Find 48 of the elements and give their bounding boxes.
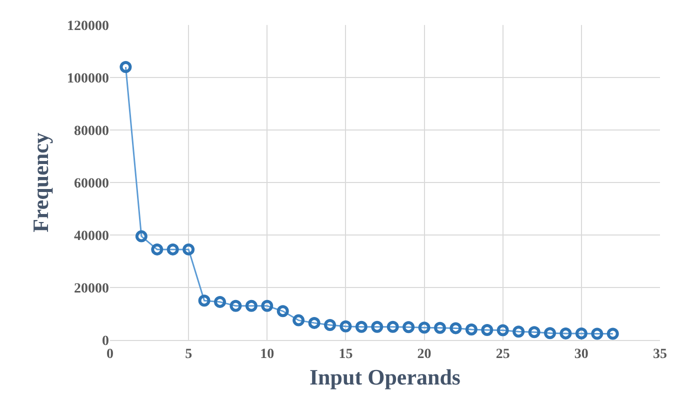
x-tick-label: 20 — [417, 346, 432, 362]
point — [182, 243, 195, 256]
point — [292, 314, 305, 326]
point — [560, 327, 572, 340]
point — [575, 327, 588, 340]
point — [434, 322, 446, 334]
point — [465, 324, 478, 336]
y-tick-label: 100000 — [67, 71, 109, 86]
point — [198, 294, 210, 307]
point — [496, 324, 509, 336]
point — [308, 316, 320, 329]
point — [386, 320, 399, 333]
point — [418, 322, 430, 334]
x-tick-label: 15 — [338, 346, 353, 362]
x-tick-label: 25 — [496, 346, 510, 362]
y-tick-label: 80000 — [74, 124, 109, 139]
y-tick-label: 60000 — [74, 176, 109, 192]
point — [214, 296, 226, 308]
point — [450, 322, 462, 334]
y-tick-label: 0 — [102, 334, 109, 349]
point — [512, 326, 525, 338]
point — [355, 320, 368, 333]
y-tick-label: 20000 — [74, 281, 109, 296]
point — [245, 300, 258, 312]
x-tick-label: 30 — [574, 346, 588, 362]
y-tick-label: 40000 — [74, 228, 109, 244]
point — [135, 230, 148, 242]
point — [528, 326, 540, 338]
x-tick-label: 5 — [185, 346, 192, 362]
point — [340, 320, 352, 332]
point — [544, 327, 556, 340]
point — [591, 328, 604, 340]
x-tick-label: 10 — [260, 346, 274, 362]
point — [166, 243, 179, 256]
point — [402, 321, 415, 334]
point — [371, 320, 384, 333]
point — [606, 328, 619, 340]
x-tick-label: 35 — [653, 346, 667, 362]
point — [230, 300, 242, 312]
point — [261, 300, 274, 312]
point — [151, 243, 164, 256]
point — [120, 61, 132, 73]
x-axis-title: Input Operands — [309, 364, 461, 390]
y-axis-title: Frequency — [28, 132, 53, 232]
point — [481, 324, 494, 336]
point — [324, 319, 336, 332]
point — [276, 305, 289, 318]
y-tick-label: 120000 — [67, 18, 109, 34]
